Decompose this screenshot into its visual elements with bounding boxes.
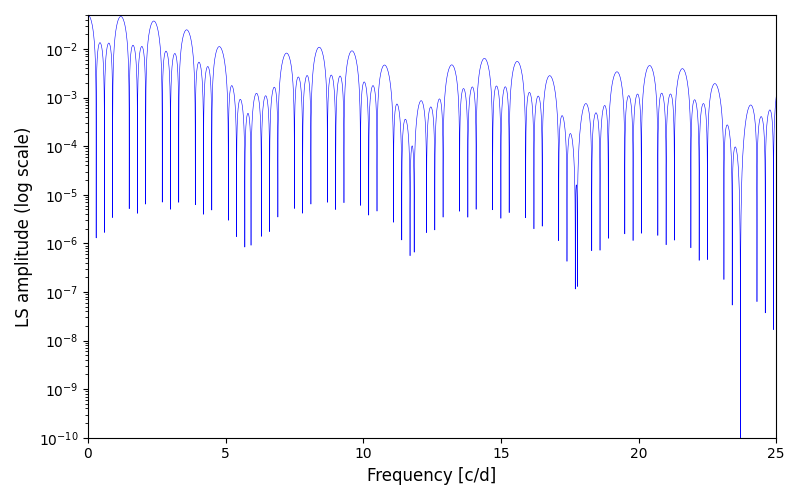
X-axis label: Frequency [c/d]: Frequency [c/d] xyxy=(367,467,497,485)
Y-axis label: LS amplitude (log scale): LS amplitude (log scale) xyxy=(15,126,33,326)
